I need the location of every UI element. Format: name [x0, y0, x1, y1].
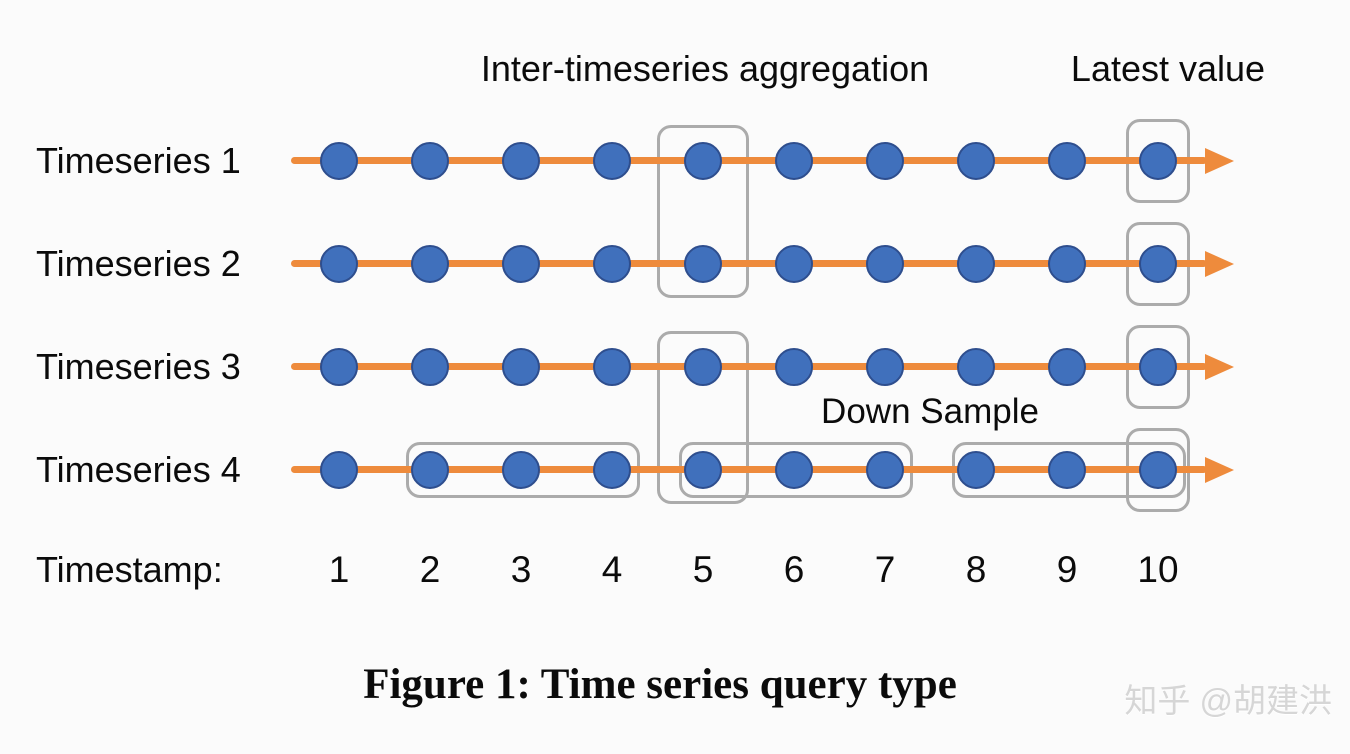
data-point-dot: [1048, 245, 1086, 283]
data-point-dot: [684, 245, 722, 283]
data-point-dot: [866, 142, 904, 180]
timeline-line: [291, 157, 1207, 164]
data-point-dot: [957, 245, 995, 283]
data-point-dot: [775, 348, 813, 386]
timeseries-row-label: Timeseries 1: [36, 140, 241, 181]
timeline-arrowhead-icon: [1205, 354, 1234, 380]
data-point-dot: [502, 451, 540, 489]
timeseries-row-label: Timeseries 3: [36, 346, 241, 387]
data-point-dot: [1139, 245, 1177, 283]
aggregation-box: [657, 331, 749, 504]
data-point-dot: [957, 451, 995, 489]
data-point-dot: [1048, 451, 1086, 489]
data-point-dot: [411, 451, 449, 489]
timestamp-number: 9: [1056, 549, 1078, 590]
zhihu-watermark: 知乎 @胡建洪: [1124, 682, 1332, 719]
data-point-dot: [320, 142, 358, 180]
figure-caption: Figure 1: Time series query type: [363, 661, 957, 708]
data-point-dot: [593, 245, 631, 283]
data-point-dot: [866, 348, 904, 386]
timeseries-row-label: Timeseries 4: [36, 449, 241, 490]
data-point-dot: [684, 348, 722, 386]
data-point-dot: [684, 142, 722, 180]
timestamp-axis-label: Timestamp:: [36, 549, 223, 590]
data-point-dot: [411, 245, 449, 283]
data-point-dot: [866, 245, 904, 283]
data-point-dot: [593, 348, 631, 386]
data-point-dot: [775, 245, 813, 283]
timestamp-number: 2: [419, 549, 441, 590]
data-point-dot: [320, 451, 358, 489]
latest-value-label: Latest value: [1070, 48, 1266, 89]
data-point-dot: [1048, 142, 1086, 180]
timestamp-number: 8: [965, 549, 987, 590]
data-point-dot: [1139, 451, 1177, 489]
aggregation-box: [657, 125, 749, 298]
data-point-dot: [1139, 142, 1177, 180]
timestamp-number: 1: [328, 549, 350, 590]
timeline-arrowhead-icon: [1205, 251, 1234, 277]
timeline-arrowhead-icon: [1205, 148, 1234, 174]
timestamp-number: 5: [692, 549, 714, 590]
data-point-dot: [684, 451, 722, 489]
timeline-line: [291, 466, 1207, 473]
data-point-dot: [775, 451, 813, 489]
data-point-dot: [502, 245, 540, 283]
data-point-dot: [775, 142, 813, 180]
data-point-dot: [1139, 348, 1177, 386]
timestamp-number: 3: [510, 549, 532, 590]
data-point-dot: [866, 451, 904, 489]
down-sample-label: Down Sample: [821, 392, 1039, 431]
data-point-dot: [593, 142, 631, 180]
timestamp-number: 4: [601, 549, 623, 590]
data-point-dot: [593, 451, 631, 489]
data-point-dot: [502, 348, 540, 386]
timestamp-number: 6: [783, 549, 805, 590]
data-point-dot: [411, 348, 449, 386]
data-point-dot: [411, 142, 449, 180]
data-point-dot: [320, 348, 358, 386]
inter-timeseries-aggregation-label: Inter-timeseries aggregation: [480, 48, 930, 89]
data-point-dot: [320, 245, 358, 283]
data-point-dot: [957, 348, 995, 386]
timestamp-number: 7: [874, 549, 896, 590]
data-point-dot: [502, 142, 540, 180]
data-point-dot: [957, 142, 995, 180]
timeline-line: [291, 260, 1207, 267]
timeseries-row-label: Timeseries 2: [36, 243, 241, 284]
data-point-dot: [1048, 348, 1086, 386]
timeline-arrowhead-icon: [1205, 457, 1234, 483]
timeline-line: [291, 363, 1207, 370]
timestamp-number: 10: [1137, 549, 1179, 590]
